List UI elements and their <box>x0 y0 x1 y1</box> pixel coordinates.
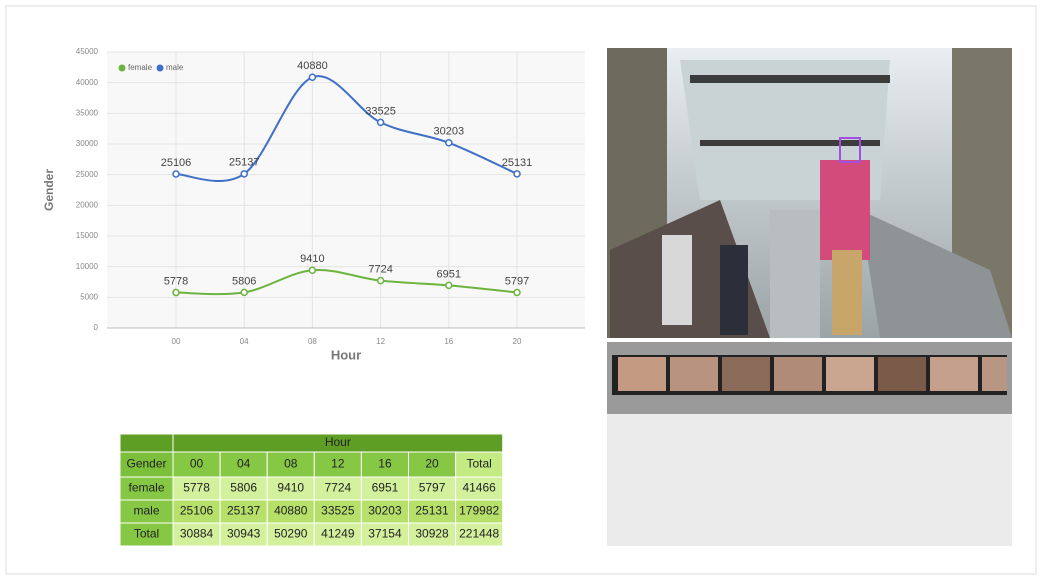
data-point <box>513 288 521 297</box>
legend-label: female <box>128 63 153 72</box>
table-value: 33525 <box>321 504 355 518</box>
table-corner <box>119 433 174 453</box>
y-tick-label: 15000 <box>76 231 99 240</box>
legend-swatch <box>156 64 164 72</box>
table-value: 5778 <box>183 481 210 495</box>
y-tick-label: 30000 <box>76 139 99 148</box>
table-header-cell <box>119 451 174 478</box>
x-tick-label: 08 <box>308 337 317 346</box>
data-point <box>445 281 453 290</box>
series-line <box>175 269 518 296</box>
table-value: 30884 <box>180 527 214 541</box>
y-tick-label: 40000 <box>76 78 99 87</box>
column-header: 20 <box>425 457 439 471</box>
table-value: 5797 <box>419 481 446 495</box>
y-tick-label: 35000 <box>76 108 99 117</box>
data-label: 25137 <box>229 157 260 169</box>
table-value: 7724 <box>324 481 351 495</box>
column-header: 04 <box>237 457 251 471</box>
table-value: 25131 <box>415 504 449 518</box>
table-value: 30943 <box>227 527 261 541</box>
row-header: Gender <box>126 457 166 471</box>
y-tick-label: 10000 <box>76 262 99 271</box>
row-label: Total <box>134 527 159 541</box>
data-label: 25131 <box>502 157 533 169</box>
row-label: female <box>128 481 164 495</box>
x-tick-label: 16 <box>444 337 453 346</box>
data-label: 5806 <box>232 275 256 287</box>
data-label: 5797 <box>505 275 529 287</box>
table-header-cell <box>455 451 504 478</box>
y-tick-label: 20000 <box>76 200 99 209</box>
column-header: 00 <box>190 457 204 471</box>
column-header: 12 <box>331 457 345 471</box>
table-value: 41249 <box>321 527 355 541</box>
table-header-cell <box>360 451 409 478</box>
table-value: 25137 <box>227 504 261 518</box>
table-value: 30203 <box>368 504 402 518</box>
table-value: 25106 <box>180 504 214 518</box>
group-header: Hour <box>325 435 351 449</box>
data-label: 6951 <box>437 268 461 280</box>
table-header-cell <box>408 451 457 478</box>
data-label: 33525 <box>365 105 396 117</box>
table-value: 221448 <box>459 527 499 541</box>
x-tick-label: 00 <box>172 337 181 346</box>
data-point <box>240 288 248 297</box>
table-header-cell <box>266 451 315 478</box>
legend-swatch <box>118 64 126 72</box>
data-label: 9410 <box>300 253 324 265</box>
table-cell <box>455 522 504 547</box>
data-label: 30203 <box>434 126 465 138</box>
table-value: 40880 <box>274 504 308 518</box>
x-axis-label: Hour <box>331 347 361 362</box>
table-value: 179982 <box>459 504 499 518</box>
x-tick-label: 20 <box>513 337 522 346</box>
camera-view <box>607 48 1012 338</box>
y-tick-label: 5000 <box>80 292 98 301</box>
data-label: 40880 <box>297 60 328 72</box>
table-value: 37154 <box>368 527 402 541</box>
data-point <box>445 139 453 147</box>
data-point <box>172 288 180 297</box>
x-tick-label: 04 <box>240 337 249 346</box>
y-axis-label: Gender <box>42 169 56 211</box>
table-value: 30928 <box>415 527 449 541</box>
legend-label: male <box>166 63 184 72</box>
table-value: 41466 <box>462 481 496 495</box>
plot-area <box>107 52 585 328</box>
data-label: 7724 <box>368 264 392 276</box>
y-tick-label: 0 <box>94 323 99 332</box>
y-tick-label: 45000 <box>76 47 99 56</box>
data-point <box>513 170 521 178</box>
data-point <box>240 170 248 178</box>
column-header: Total <box>466 457 491 471</box>
data-point <box>376 276 385 285</box>
table-value: 6951 <box>372 481 399 495</box>
table-value: 50290 <box>274 527 308 541</box>
column-header: 08 <box>284 457 298 471</box>
x-tick-label: 12 <box>376 337 385 346</box>
data-label: 5778 <box>164 275 188 287</box>
empty-panel <box>607 414 1012 546</box>
table-value: 9410 <box>277 481 304 495</box>
data-label: 25106 <box>161 157 192 169</box>
row-label: male <box>133 504 159 518</box>
data-point <box>308 73 317 82</box>
data-point <box>172 170 180 178</box>
data-point <box>376 118 385 127</box>
y-tick-label: 25000 <box>76 170 99 179</box>
film-strip <box>607 342 1012 414</box>
data-point <box>308 266 317 275</box>
column-header: 16 <box>378 457 392 471</box>
table-value: 5806 <box>230 481 257 495</box>
